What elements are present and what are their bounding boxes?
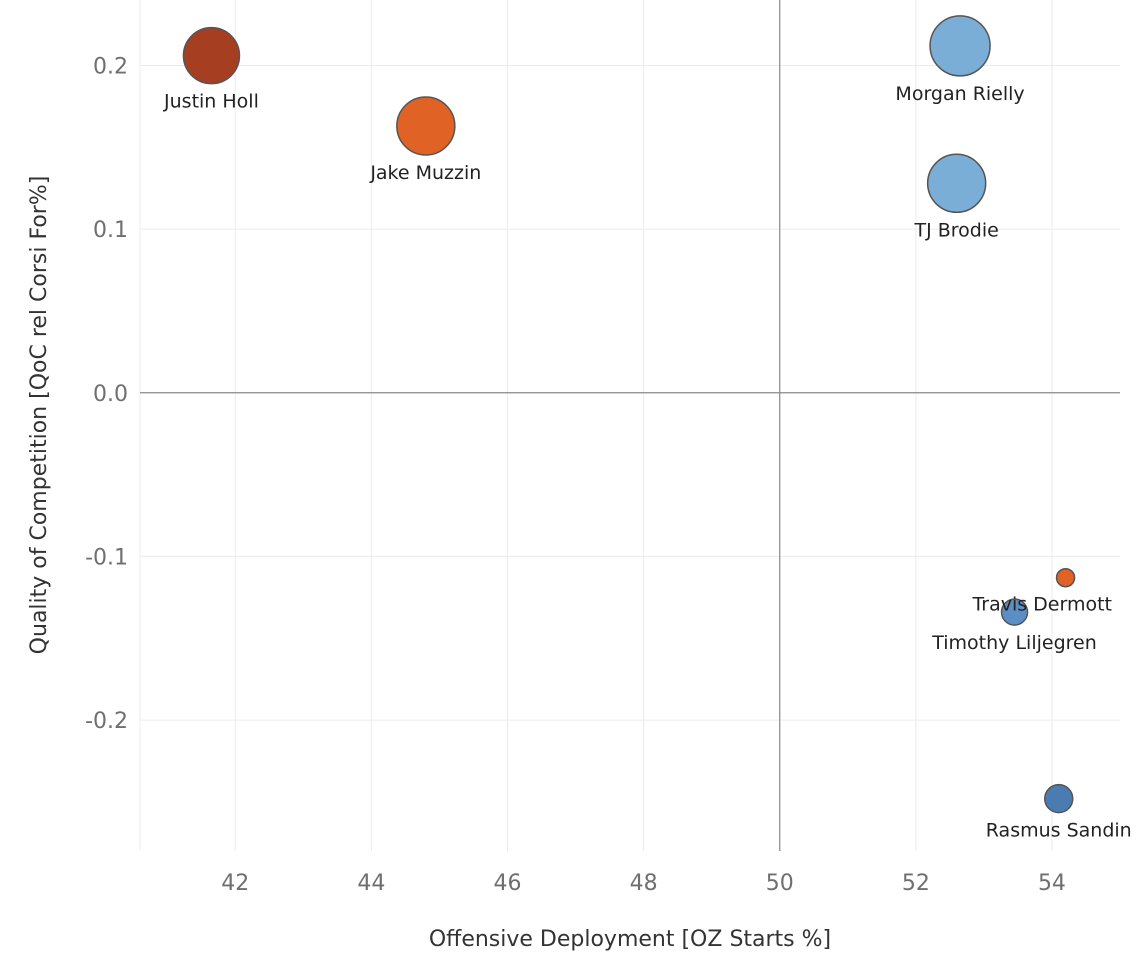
- x-tick-label: 46: [494, 871, 522, 896]
- x-tick-label: 44: [357, 871, 385, 896]
- label-jake-muzzin: Jake Muzzin: [369, 162, 481, 184]
- y-tick-label: 0.0: [93, 382, 128, 407]
- label-travis-dermott: Travis Dermott: [971, 594, 1112, 616]
- y-tick-label: -0.2: [85, 709, 128, 734]
- x-tick-label: 48: [630, 871, 658, 896]
- reference-lines: [140, 0, 1120, 851]
- point-rasmus-sandin: [1044, 783, 1074, 814]
- y-tick-label: 0.1: [93, 218, 128, 243]
- point-labels: Justin Holl Jake Muzzin Morgan Rielly TJ Br…: [163, 83, 1132, 842]
- data-points: [182, 15, 1076, 814]
- y-axis-ticks: 0.2 0.1 0.0 -0.1 -0.2: [85, 54, 128, 734]
- x-axis-ticks: 42 44 46 48 50 52 54: [221, 871, 1066, 896]
- point-travis-dermott: [1055, 567, 1076, 588]
- label-timothy-liljegren: Timothy Liljegren: [931, 632, 1097, 654]
- y-axis-title: Quality of Competition [QoC rel Corsi Fo…: [27, 176, 52, 655]
- y-tick-label: -0.1: [85, 545, 128, 570]
- x-tick-label: 52: [902, 871, 930, 896]
- label-justin-holl: Justin Holl: [163, 91, 259, 113]
- x-tick-label: 54: [1038, 871, 1066, 896]
- y-tick-label: 0.2: [93, 54, 128, 79]
- point-tj-brodie: [926, 153, 987, 214]
- point-timothy-liljegren: [1000, 598, 1029, 626]
- point-jake-muzzin: [396, 96, 456, 156]
- label-tj-brodie: TJ Brodie: [913, 219, 998, 241]
- grid-lines: [139, 0, 1120, 851]
- point-morgan-rielly: [929, 15, 991, 77]
- x-tick-label: 50: [766, 871, 794, 896]
- x-axis-title: Offensive Deployment [OZ Starts %]: [429, 927, 831, 952]
- point-justin-holl: [182, 26, 241, 85]
- label-morgan-rielly: Morgan Rielly: [895, 83, 1024, 105]
- label-rasmus-sandin: Rasmus Sandin: [986, 820, 1132, 842]
- x-tick-label: 42: [221, 871, 249, 896]
